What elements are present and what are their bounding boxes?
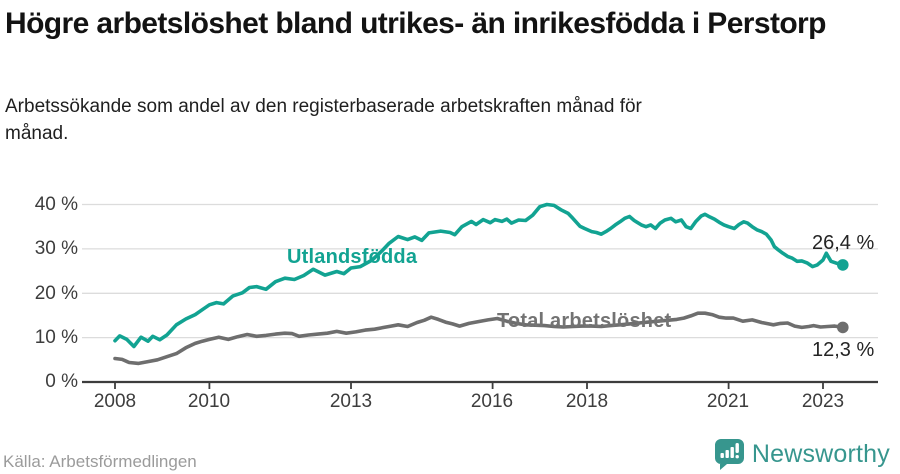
y-axis-tick-label: 40 % bbox=[34, 194, 78, 215]
series-end-dot-0 bbox=[837, 259, 849, 271]
newsworthy-logo-icon bbox=[714, 439, 744, 470]
y-axis-tick-label: 30 % bbox=[34, 238, 78, 259]
end-value-label-utlandsfodda: 26,4 % bbox=[812, 232, 875, 254]
x-axis-tick-label: 2008 bbox=[93, 391, 137, 412]
source-note: Källa: Arbetsförmedlingen bbox=[3, 452, 197, 471]
series-label-total-arbetsloshet: Total arbetslöshet bbox=[497, 310, 672, 332]
end-value-label-total: 12,3 % bbox=[812, 339, 875, 361]
y-axis-tick-label: 0 % bbox=[45, 371, 78, 392]
series-end-dot-1 bbox=[837, 321, 849, 334]
y-axis-tick-label: 10 % bbox=[34, 327, 78, 348]
page-subtitle: Arbetssökande som andel av den registerb… bbox=[5, 96, 642, 144]
x-axis-tick-label: 2018 bbox=[565, 391, 609, 412]
y-axis-tick-label: 20 % bbox=[34, 283, 78, 304]
page-title: Högre arbetslöshet bland utrikes- än inr… bbox=[5, 7, 826, 40]
series-line-0 bbox=[113, 202, 845, 349]
x-axis-tick-label: 2023 bbox=[801, 391, 845, 412]
series-line-1 bbox=[113, 311, 845, 366]
newsworthy-logo-text: Newsworthy bbox=[751, 440, 890, 468]
x-axis-tick-label: 2021 bbox=[706, 391, 750, 412]
x-axis-tick-label: 2010 bbox=[187, 391, 231, 412]
series-label-utlandsfodda: Utlandsfödda bbox=[287, 246, 418, 268]
x-axis-tick-label: 2016 bbox=[470, 391, 514, 412]
x-axis-tick-label: 2013 bbox=[329, 391, 373, 412]
newsworthy-logo: Newsworthy bbox=[714, 438, 890, 471]
